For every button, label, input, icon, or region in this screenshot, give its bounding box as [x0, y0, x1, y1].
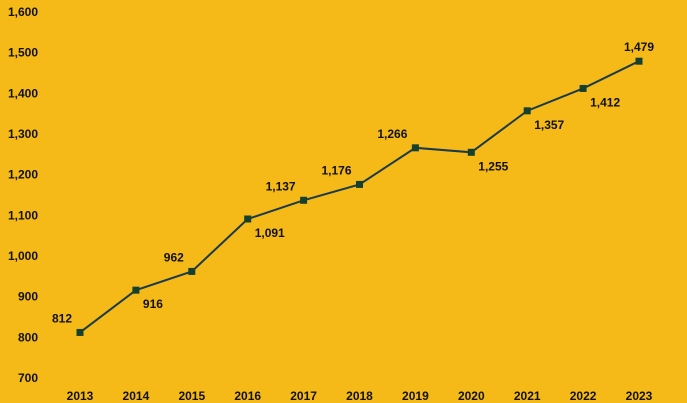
data-point [635, 57, 643, 65]
x-tick-label: 2019 [402, 389, 429, 403]
x-tick-label: 2013 [67, 389, 94, 403]
y-tick-label: 1,600 [8, 5, 38, 19]
y-tick-label: 1,300 [8, 127, 38, 141]
series-line [79, 60, 640, 334]
data-label: 1,412 [590, 95, 620, 109]
x-tick-label: 2021 [514, 389, 541, 403]
y-tick-label: 700 [18, 371, 38, 385]
data-point [356, 180, 363, 188]
x-tick-label: 2018 [346, 389, 373, 403]
data-label: 1,266 [377, 127, 407, 141]
data-label: 962 [164, 250, 184, 264]
data-point [244, 215, 252, 223]
data-label: 1,479 [624, 40, 654, 54]
x-tick-label: 2015 [178, 389, 205, 403]
data-point [579, 84, 587, 92]
data-point [411, 144, 419, 152]
data-point [132, 286, 140, 294]
y-axis: 700 800 900 1,000 1,100 1,200 1,300 1,400 1,500 1… [8, 5, 38, 385]
data-label: 1,357 [534, 118, 564, 132]
data-label: 1,255 [478, 159, 508, 173]
data-labels: 812 916 962 1,091 1,137 1,176 1,266 1,255 1,357 1… [52, 40, 654, 325]
y-tick-label: 1,000 [8, 249, 38, 263]
x-tick-label: 2014 [123, 389, 150, 403]
x-tick-label: 2017 [290, 389, 317, 403]
x-tick-label: 2016 [234, 389, 261, 403]
y-tick-label: 800 [18, 330, 38, 344]
data-point [300, 196, 308, 204]
data-point [467, 148, 475, 156]
data-label: 812 [52, 311, 72, 325]
data-label: 1,091 [255, 226, 285, 240]
x-tick-label: 2022 [570, 389, 597, 403]
y-tick-label: 900 [18, 290, 38, 304]
data-point [523, 107, 531, 115]
data-markers [76, 57, 643, 336]
x-tick-label: 2020 [458, 389, 485, 403]
data-label: 1,137 [266, 179, 296, 193]
data-label: 916 [143, 297, 163, 311]
data-point [188, 267, 196, 275]
data-label: 1,176 [321, 163, 351, 177]
y-tick-label: 1,100 [8, 208, 38, 222]
y-tick-label: 1,200 [8, 168, 38, 182]
y-tick-label: 1,400 [8, 86, 38, 100]
data-point [76, 328, 84, 336]
x-tick-label: 2023 [626, 389, 653, 403]
x-axis: 2013 2014 2015 2016 2017 2018 2019 2020 2021 2022… [67, 389, 653, 403]
y-tick-label: 1,500 [8, 46, 38, 60]
